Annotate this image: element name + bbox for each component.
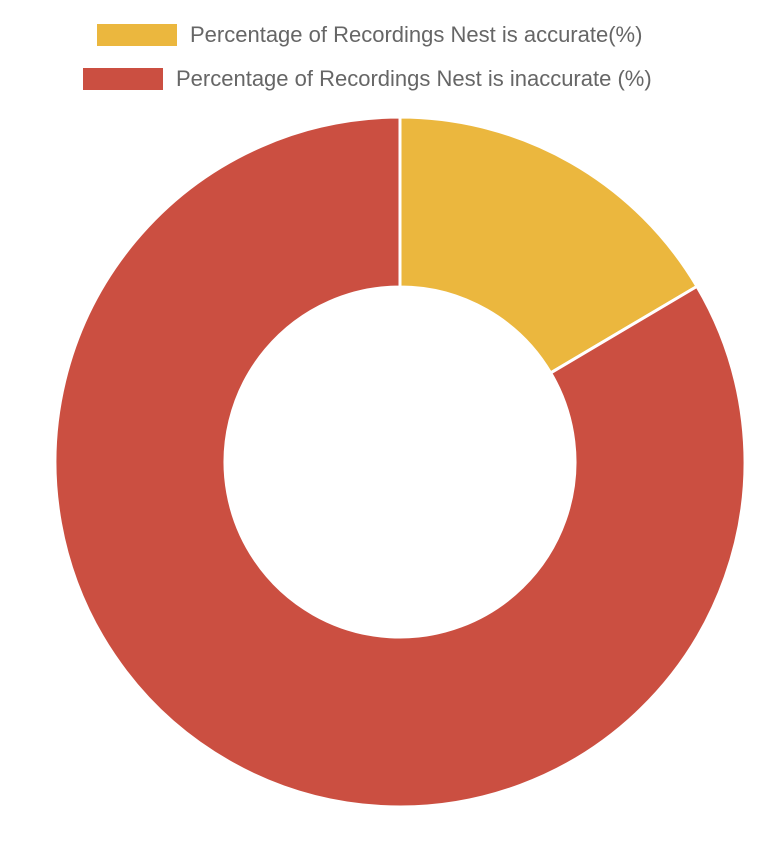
slice-accurate[interactable] [398,115,700,375]
legend-item-inaccurate[interactable]: Percentage of Recordings Nest is inaccur… [83,68,652,90]
legend-item-accurate[interactable]: Percentage of Recordings Nest is accurat… [97,24,642,46]
slice-inaccurate[interactable] [53,115,747,809]
legend-swatch-accurate [97,24,177,46]
legend-label-inaccurate: Percentage of Recordings Nest is inaccur… [176,66,652,91]
legend-swatch-inaccurate [83,68,163,90]
legend-label-accurate: Percentage of Recordings Nest is accurat… [190,22,643,47]
